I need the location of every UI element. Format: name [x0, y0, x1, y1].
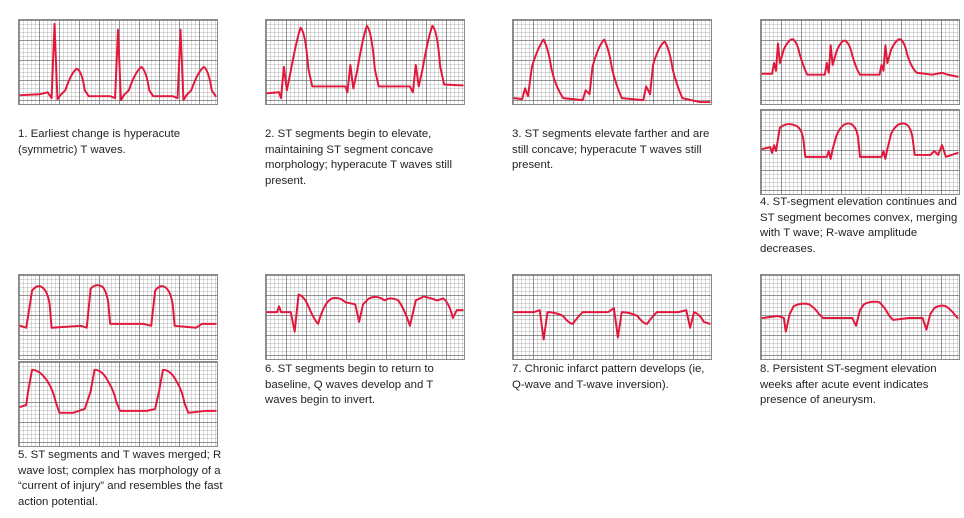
ecg-strip-5b [18, 361, 218, 447]
caption-6: 6. ST segments begin to return to baseli… [265, 363, 434, 406]
caption-1: 1. Earliest change is hyperacute (symmet… [18, 128, 181, 156]
caption-3: 3. ST segments elevate farther and are s… [512, 128, 710, 171]
ecg-trace-8 [761, 300, 959, 333]
caption-2: 2. ST segments begin to elevate, maintai… [265, 128, 452, 187]
ecg-strip-4a [760, 19, 960, 105]
caption-8: 8. Persistent ST-segment elevation weeks… [760, 363, 937, 406]
ecg-trace-3 [513, 38, 711, 104]
caption-4: 4. ST-segment elevation continues and ST… [760, 196, 958, 255]
ecg-trace-6 [266, 293, 464, 333]
ecg-trace-2 [266, 24, 464, 100]
caption-5: 5. ST segments and T waves merged; R wav… [18, 449, 223, 508]
ecg-strip-6 [265, 274, 465, 360]
ecg-strip-2 [265, 19, 465, 105]
ecg-strip-1 [18, 19, 218, 105]
ecg-trace-7 [513, 307, 711, 341]
ecg-strip-7 [512, 274, 712, 360]
ecg-strip-3 [512, 19, 712, 105]
ecg-strip-5a [18, 274, 218, 360]
caption-7: 7. Chronic infarct pattern develops (ie,… [512, 363, 705, 391]
ecg-strip-8 [760, 274, 960, 360]
ecg-trace-5a [19, 284, 217, 329]
ecg-strip-4b [760, 109, 960, 195]
ecg-trace-4b [761, 122, 959, 160]
ecg-trace-1 [19, 22, 217, 102]
ecg-trace-5b [19, 368, 217, 414]
ecg-trace-4a [761, 38, 959, 78]
